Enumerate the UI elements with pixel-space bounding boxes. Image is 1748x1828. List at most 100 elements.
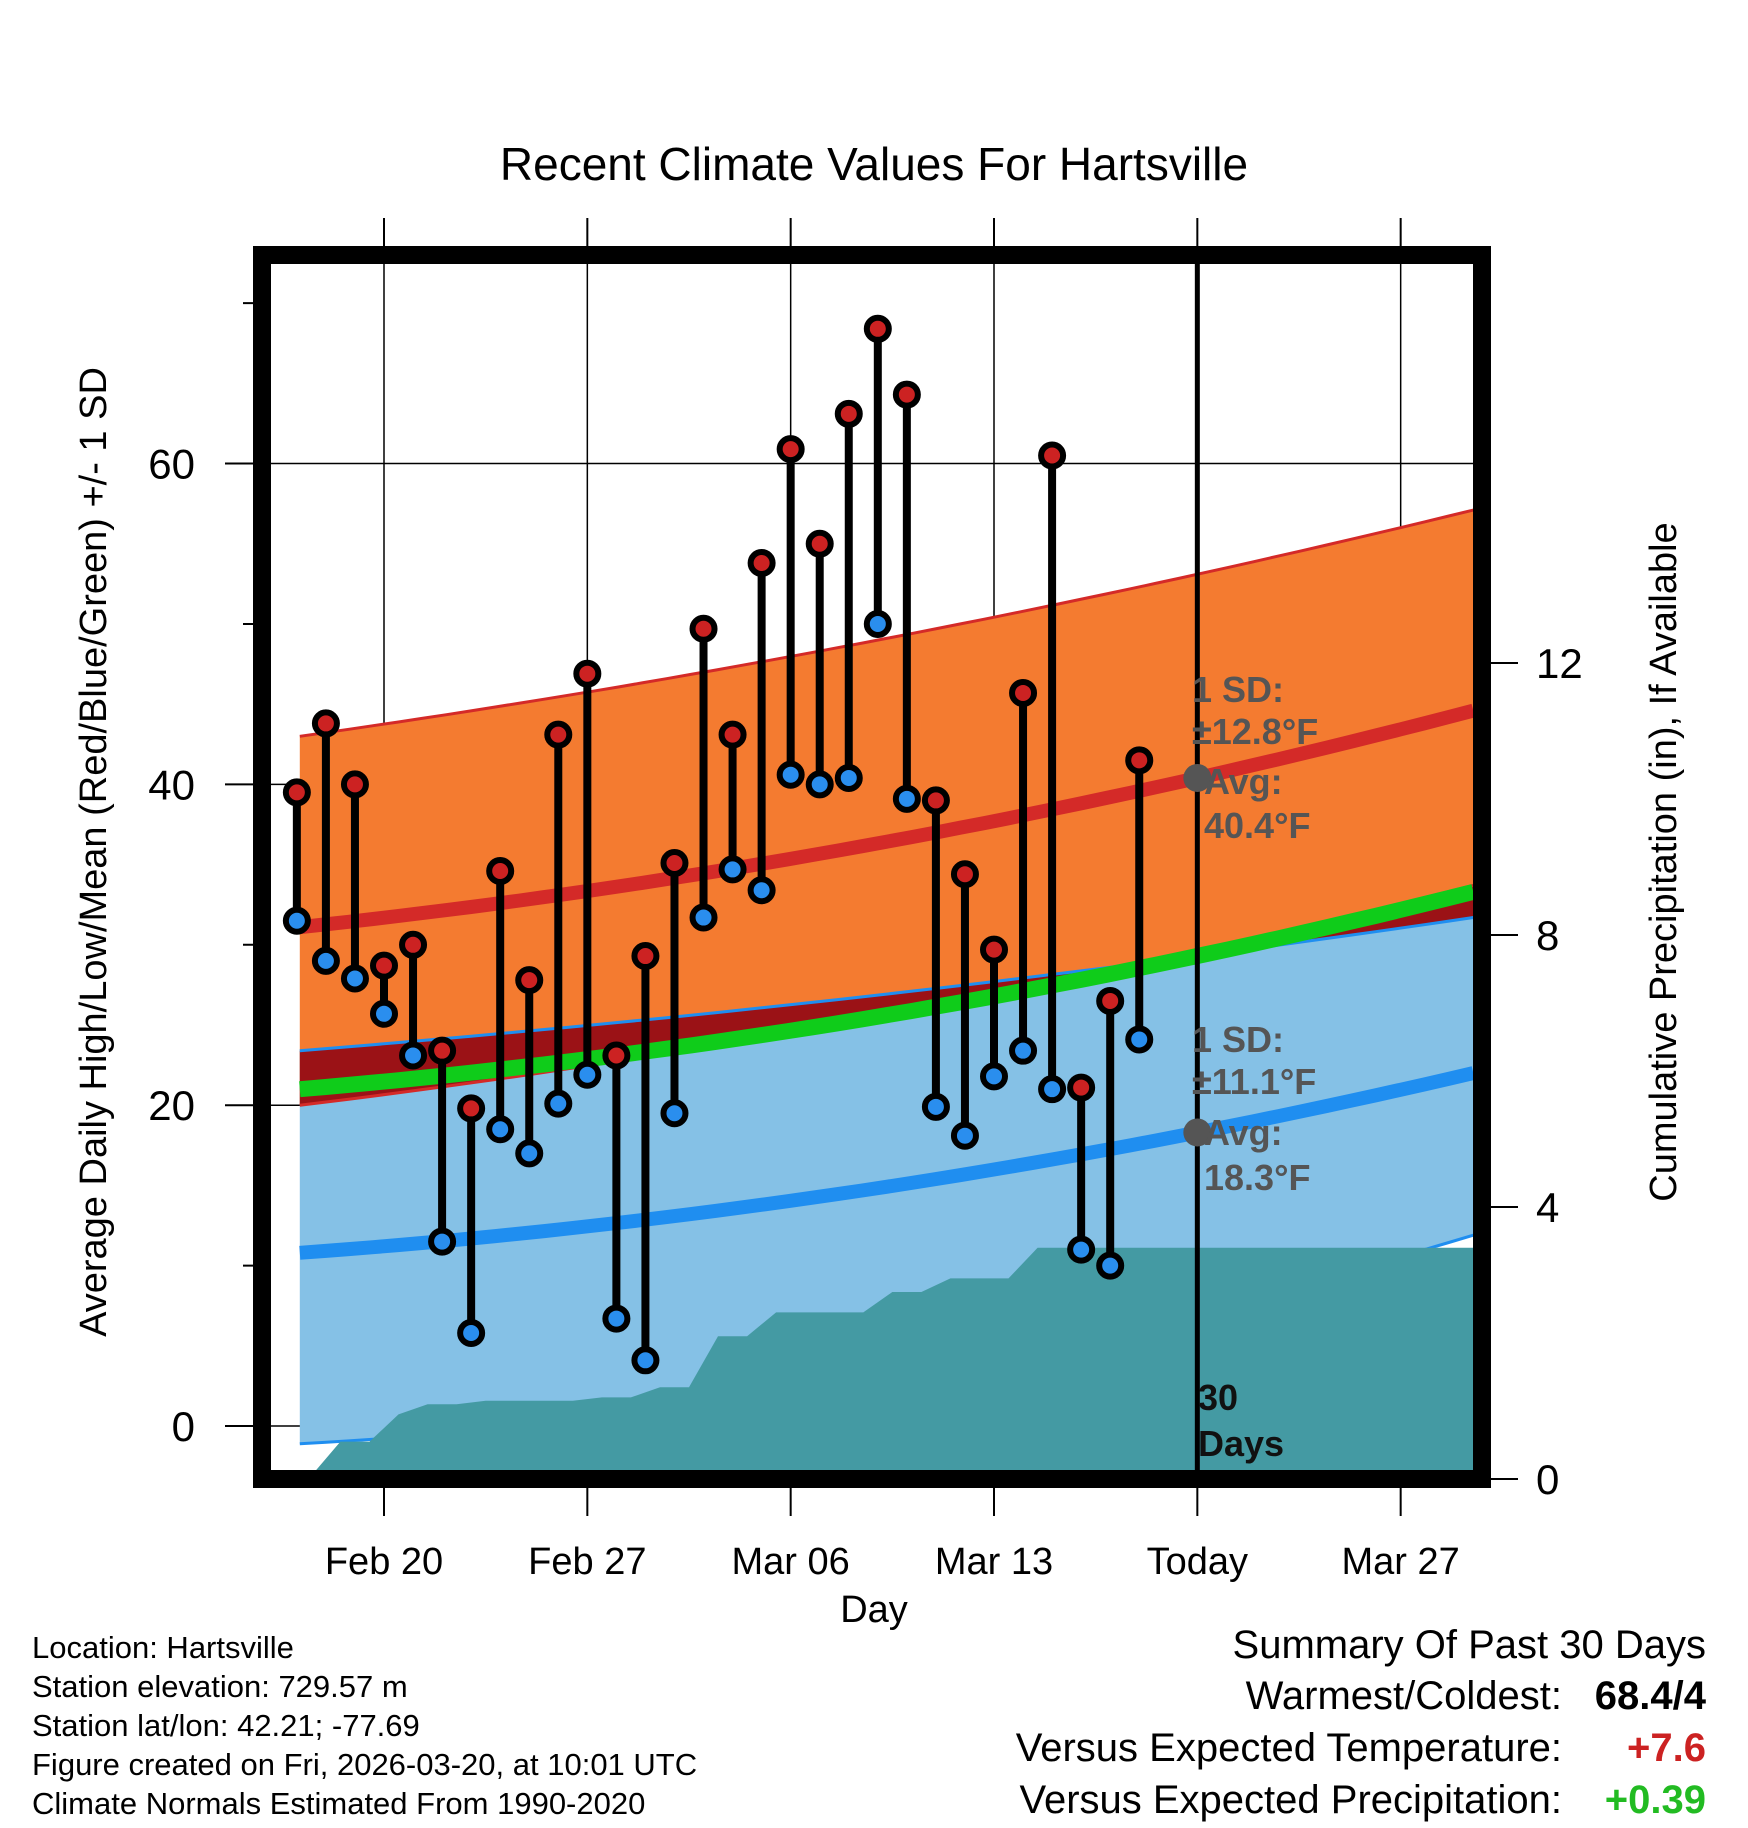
high-sd-label: 1 SD: bbox=[1192, 669, 1284, 710]
low-avg-marker bbox=[1183, 1118, 1212, 1147]
daily-high-dot bbox=[631, 942, 660, 971]
daily-high-dot bbox=[1038, 441, 1067, 470]
y-tick-label: 0 bbox=[172, 1403, 195, 1450]
daily-low-dot bbox=[805, 770, 834, 799]
y-tick-label: 20 bbox=[148, 1082, 195, 1129]
daily-low-dot bbox=[689, 903, 718, 932]
daily-low-dot bbox=[515, 1139, 544, 1168]
temp-label: Versus Expected Temperature: bbox=[1015, 1726, 1562, 1770]
warmest-value: 68.4/4 bbox=[1594, 1674, 1706, 1718]
daily-low-dot bbox=[1125, 1025, 1154, 1054]
low-sd-label: 1 SD: bbox=[1192, 1019, 1284, 1060]
daily-high-dot bbox=[515, 966, 544, 995]
x-tick-label: Mar 06 bbox=[732, 1541, 850, 1583]
created-text: Figure created on Fri, 2026-03-20, at 10… bbox=[32, 1747, 698, 1782]
daily-low-dot bbox=[428, 1227, 457, 1256]
warmest-row: Warmest/Coldest: 68.4/4 bbox=[906, 1670, 1706, 1722]
x-tick-label: Mar 27 bbox=[1342, 1541, 1460, 1583]
daily-low-dot bbox=[863, 609, 892, 638]
low-avg-label: Avg: bbox=[1204, 1112, 1283, 1153]
daily-high-dot bbox=[863, 314, 892, 343]
x-tick-label: Feb 27 bbox=[528, 1541, 646, 1583]
daily-high-dot bbox=[776, 435, 805, 464]
temp-value: +7.6 bbox=[1627, 1726, 1706, 1770]
daily-low-dot bbox=[892, 784, 921, 813]
daily-low-dot bbox=[1038, 1075, 1067, 1104]
daily-high-dot bbox=[892, 380, 921, 409]
daily-low-dot bbox=[282, 906, 311, 935]
daily-low-dot bbox=[1067, 1235, 1096, 1264]
daily-high-dot bbox=[834, 399, 863, 428]
daily-high-dot bbox=[457, 1094, 486, 1123]
y-tick-label: 60 bbox=[148, 441, 195, 488]
daily-high-dot bbox=[573, 659, 602, 688]
daily-high-dot bbox=[980, 935, 1008, 964]
daily-low-dot bbox=[747, 876, 776, 905]
precip-label: Versus Expected Precipitation: bbox=[1019, 1778, 1562, 1822]
daily-low-dot bbox=[1096, 1251, 1125, 1280]
elevation-text: Station elevation: 729.57 m bbox=[32, 1669, 408, 1704]
y-axis-label: Average Daily High/Low/Mean (Red/Blue/Gr… bbox=[73, 367, 115, 1337]
daily-low-dot bbox=[718, 855, 747, 884]
y-right-tick-label: 12 bbox=[1536, 640, 1583, 687]
x-tick-label: Mar 13 bbox=[935, 1541, 1053, 1583]
axes: 0 20 40 60 0 4 8 12 Feb 20 Feb 27 Mar 06 Mar 13 Toda… bbox=[148, 218, 1583, 1583]
station-info: Location: Hartsville Station elevation: … bbox=[32, 1628, 697, 1823]
y-axis-right-label: Cumulative Precipitation (in), If Availa… bbox=[1643, 522, 1685, 1201]
daily-high-dot bbox=[399, 930, 428, 959]
daily-high-dot bbox=[950, 860, 979, 889]
daily-low-dot bbox=[544, 1089, 573, 1118]
low-sd-value: ±11.1°F bbox=[1192, 1061, 1316, 1102]
y-right-tick-label: 8 bbox=[1536, 912, 1559, 959]
daily-low-dot bbox=[1009, 1036, 1038, 1065]
y-tick-label: 40 bbox=[148, 761, 195, 808]
high-normal-line bbox=[299, 703, 1476, 935]
location-text: Location: Hartsville bbox=[32, 1630, 294, 1665]
daily-low-dot bbox=[311, 946, 340, 975]
daily-low-dot bbox=[631, 1346, 660, 1375]
daily-low-dot bbox=[340, 964, 369, 993]
daily-high-dot bbox=[311, 709, 340, 738]
high-upper-line bbox=[299, 508, 1474, 738]
daily-high-dot bbox=[660, 848, 689, 877]
daily-low-dot bbox=[486, 1115, 515, 1144]
daily-low-dot bbox=[573, 1060, 602, 1089]
daily-high-dot bbox=[370, 951, 398, 980]
daily-low-dot bbox=[399, 1041, 428, 1070]
y-right-tick-label: 0 bbox=[1536, 1456, 1559, 1503]
daily-low-dot bbox=[980, 1062, 1008, 1091]
daily-high-dot bbox=[340, 770, 369, 799]
chart-title: Recent Climate Values For Hartsville bbox=[500, 138, 1248, 190]
precip-value: +0.39 bbox=[1604, 1778, 1706, 1822]
latlon-text: Station lat/lon: 42.21; -77.69 bbox=[32, 1708, 420, 1743]
daily-high-dot bbox=[544, 720, 573, 749]
daily-low-dot bbox=[950, 1121, 979, 1150]
high-avg-value: 40.4°F bbox=[1204, 805, 1310, 846]
daily-high-dot bbox=[486, 857, 515, 886]
daily-high-dot bbox=[1009, 678, 1038, 707]
daily-values bbox=[282, 314, 1154, 1375]
summary-heading: Summary Of Past 30 Days bbox=[1232, 1623, 1706, 1667]
plot-frame bbox=[253, 246, 1491, 1488]
daily-low-dot bbox=[370, 999, 398, 1028]
normals-text: Climate Normals Estimated From 1990-2020 bbox=[32, 1786, 646, 1821]
x-axis-label: Day bbox=[840, 1589, 908, 1631]
plot-area bbox=[262, 255, 1482, 1479]
precipitation-area bbox=[262, 1247, 1482, 1479]
daily-high-dot bbox=[805, 529, 834, 558]
precip-row: Versus Expected Precipitation: +0.39 bbox=[906, 1774, 1706, 1826]
warmest-label: Warmest/Coldest: bbox=[1245, 1674, 1562, 1718]
high-avg-marker bbox=[1183, 763, 1212, 792]
daily-high-dot bbox=[718, 720, 747, 749]
daily-low-dot bbox=[776, 760, 805, 789]
annotations: 1 SD: ±12.8°F Avg: 40.4°F 1 SD: ±11.1°F … bbox=[1192, 669, 1318, 1464]
daily-low-dot bbox=[921, 1092, 950, 1121]
mean-normal-line bbox=[299, 884, 1476, 1098]
daily-high-dot bbox=[1096, 986, 1125, 1015]
summary-panel: Summary Of Past 30 Days Warmest/Coldest:… bbox=[906, 1620, 1706, 1826]
x-tick-label: Feb 20 bbox=[325, 1541, 443, 1583]
low-normal-line bbox=[299, 1066, 1475, 1260]
daily-high-dot bbox=[1067, 1073, 1096, 1102]
period-value: 30 bbox=[1198, 1377, 1238, 1418]
